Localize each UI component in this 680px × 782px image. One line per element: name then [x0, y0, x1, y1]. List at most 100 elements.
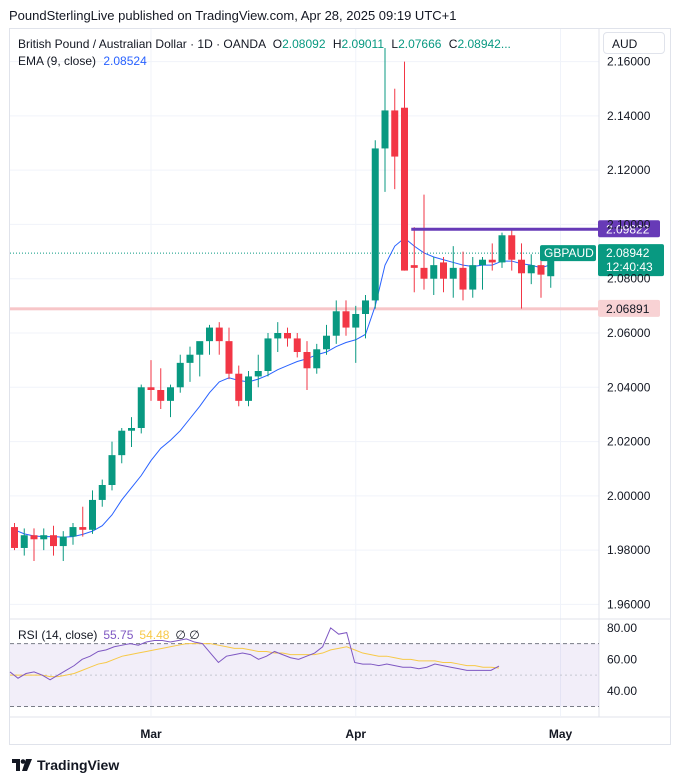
close-key: C [448, 37, 458, 51]
candle-body [20, 535, 28, 548]
rsi-tick-label: 60.00 [607, 652, 637, 666]
support-price-tag [598, 299, 660, 317]
price-axis: 2.16000 2.14000 2.12000 2.10000 2.08000 2.060… [607, 55, 651, 612]
support-level [10, 252, 599, 311]
candle [254, 354, 262, 388]
candle-body [235, 373, 243, 401]
candle [157, 368, 165, 409]
price-tick-label: 2.00000 [607, 489, 651, 503]
candle-body [498, 235, 506, 263]
candle-body [69, 527, 77, 537]
candle-body [410, 265, 418, 268]
candle-body [157, 390, 165, 401]
price-tick-label: 2.08000 [607, 272, 651, 286]
ema-layer [14, 237, 551, 538]
candle [420, 194, 428, 290]
symbol-tag-label: GBPAUD [544, 246, 594, 260]
candle-body [167, 387, 174, 401]
candle [401, 61, 408, 271]
candle-body [118, 430, 126, 456]
tradingview-footer[interactable]: TradingView [12, 757, 119, 773]
candle-body [488, 259, 496, 263]
candle [147, 360, 155, 401]
candle [362, 295, 369, 339]
price-grid [10, 29, 670, 717]
candle [274, 322, 282, 352]
candle-body [50, 535, 57, 547]
candle [108, 441, 116, 491]
candle-body [342, 311, 350, 328]
rsi-tick-label: 80.00 [607, 621, 637, 635]
candle [381, 48, 389, 192]
price-tick-label: 2.06000 [607, 326, 651, 340]
candle [118, 428, 126, 464]
countdown-label: 12:40:43 [606, 260, 653, 274]
candle [293, 333, 301, 358]
candle-body [245, 376, 252, 401]
rsi-ma-value: 54.48 [139, 628, 170, 642]
high-value: 2.09011 [341, 37, 385, 51]
publisher-line: PoundSterlingLive published on TradingVi… [9, 8, 457, 23]
time-tick-label: Apr [345, 727, 366, 741]
candle-body [30, 535, 38, 540]
rsi-panel: 80.00 60.00 40.00 [9, 621, 637, 708]
candle [508, 229, 516, 271]
candle-body [98, 485, 106, 500]
currency-selector[interactable]: AUD [603, 32, 665, 54]
candle [40, 528, 48, 551]
candle-body [313, 349, 321, 369]
candle-body [362, 300, 369, 314]
candle-body [40, 535, 48, 540]
candle-body [176, 362, 184, 388]
candle-body [371, 148, 379, 301]
candle [313, 343, 321, 374]
candle [79, 506, 87, 537]
candle-body [225, 341, 233, 374]
candle-body [196, 341, 204, 355]
candle [342, 300, 350, 336]
candle-body [293, 338, 301, 352]
chart-frame[interactable] [9, 28, 671, 745]
candle-body [137, 387, 145, 428]
candle [167, 384, 174, 418]
rsi-tick-label: 40.00 [607, 684, 637, 698]
price-tick-label: 2.12000 [607, 163, 651, 177]
candle-body [79, 527, 87, 530]
candle-body [352, 314, 360, 328]
candle [488, 243, 496, 271]
candle [527, 254, 535, 285]
tradingview-brand: TradingView [37, 757, 120, 773]
price-tick-label: 1.98000 [607, 543, 651, 557]
candle [537, 259, 545, 298]
legend-ellipsis[interactable]: ... [500, 37, 511, 51]
candle [186, 346, 194, 382]
candle [332, 300, 340, 344]
candle-body [254, 371, 262, 377]
candle-body [274, 333, 282, 339]
last-price-tag [598, 244, 664, 277]
price-tick-label: 2.14000 [607, 109, 651, 123]
symbol-title[interactable]: British Pound / Australian Dollar · 1D ·… [18, 37, 266, 51]
candle-body [89, 499, 96, 530]
candle-body [401, 107, 408, 271]
time-axis: Mar Apr May [10, 716, 670, 741]
candle [50, 525, 57, 556]
candle-body [420, 267, 428, 279]
rsi-label[interactable]: RSI (14, close) [18, 628, 98, 642]
candle-body [147, 387, 155, 390]
candle [498, 232, 506, 268]
candle [176, 354, 184, 393]
rsi-value: 55.75 [103, 628, 134, 642]
price-tick-label: 2.04000 [607, 380, 651, 394]
rsi-line [9, 627, 500, 681]
candle-body [440, 262, 447, 279]
ema-label[interactable]: EMA (9, close) [18, 54, 97, 68]
candle-body [284, 333, 291, 339]
candle [352, 305, 360, 363]
candle-body [128, 428, 135, 431]
support-line [10, 307, 599, 311]
candles [11, 48, 555, 561]
candle [11, 523, 18, 551]
candle-body [332, 311, 340, 336]
